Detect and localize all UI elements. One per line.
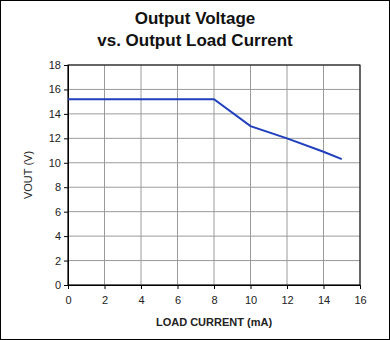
y-tick: 2: [55, 255, 68, 267]
grid-line-x: [177, 65, 178, 285]
grid-line-y: [68, 138, 360, 139]
grid-line-x: [287, 65, 288, 285]
x-tick: 12: [281, 285, 293, 306]
grid-line-x: [104, 65, 105, 285]
y-tick-mark: [64, 89, 68, 90]
y-tick-mark: [64, 114, 68, 115]
x-tick-mark: [105, 285, 106, 289]
y-tick-label: 4: [55, 230, 61, 242]
y-tick-label: 18: [49, 59, 61, 71]
title: Output Voltage: [135, 9, 256, 28]
y-tick: 16: [49, 83, 68, 95]
x-tick-mark: [178, 285, 179, 289]
y-tick: 6: [55, 206, 68, 218]
y-tick-label: 2: [55, 255, 61, 267]
subtitle: vs. Output Load Current: [97, 31, 293, 50]
y-tick: 12: [49, 132, 68, 144]
y-tick-mark: [64, 138, 68, 139]
y-tick: 8: [55, 181, 68, 193]
y-tick-label: 10: [49, 157, 61, 169]
y-tick-mark: [64, 212, 68, 213]
x-axis-line: [69, 286, 361, 290]
y-tick: 4: [55, 230, 68, 242]
data-line: [68, 99, 342, 159]
grid-line-y: [68, 211, 360, 212]
y-axis: 0 2 4 6 8 10 12 14 16 18: [49, 59, 69, 291]
y-tick: 14: [49, 108, 68, 120]
x-tick-label: 12: [281, 294, 293, 306]
y-tick-mark: [64, 236, 68, 237]
grid-line-x: [323, 65, 324, 285]
x-tick-mark: [141, 285, 142, 289]
y-tick-label: 0: [55, 279, 61, 291]
x-tick: 4: [138, 285, 144, 306]
x-tick-mark: [214, 285, 215, 289]
grid-line-y: [68, 187, 360, 188]
x-tick-label: 6: [175, 294, 181, 306]
y-tick-label: 12: [49, 132, 61, 144]
grid-line-x: [250, 65, 251, 285]
y-tick: 10: [49, 157, 68, 169]
y-tick-mark: [64, 187, 68, 188]
plot: 0 2 4 6 8 10 12 14 16 0 2 4 6 8 10 12 14 16 18: [49, 59, 367, 306]
x-tick-mark: [287, 285, 288, 289]
x-tick: 14: [318, 285, 330, 306]
y-axis-title: VOUT (V): [22, 151, 34, 199]
y-tick-mark: [64, 163, 68, 164]
x-tick: 0: [65, 285, 71, 306]
chart: Output Voltage vs. Output Load Current 0 2 4…: [0, 0, 390, 340]
y-tick-mark: [64, 285, 68, 286]
x-tick-label: 8: [211, 294, 217, 306]
x-axis: 0 2 4 6 8 10 12 14 16: [65, 285, 366, 306]
background: [1, 1, 390, 340]
grid: [68, 65, 360, 285]
grid-line-y: [68, 162, 360, 163]
y-tick-label: 16: [49, 83, 61, 95]
grid-line-y: [68, 260, 360, 261]
x-tick: 2: [102, 285, 108, 306]
grid-line-y: [68, 89, 360, 90]
x-tick: 10: [245, 285, 257, 306]
x-tick: 16: [354, 285, 366, 306]
grid-line-x: [141, 65, 142, 285]
x-tick: 6: [175, 285, 181, 306]
x-tick-label: 16: [354, 294, 366, 306]
grid-line-y: [68, 113, 360, 114]
y-tick-label: 6: [55, 206, 61, 218]
x-tick-mark: [251, 285, 252, 289]
x-tick-label: 0: [65, 294, 71, 306]
x-axis-title: LOAD CURRENT (mA): [156, 316, 272, 328]
x-tick: 8: [211, 285, 217, 306]
y-tick: 18: [49, 59, 68, 71]
y-tick-label: 8: [55, 181, 61, 193]
plot-frame: [68, 65, 360, 285]
x-tick-label: 10: [245, 294, 257, 306]
y-tick-mark: [64, 261, 68, 262]
x-tick-label: 14: [318, 294, 330, 306]
series: [68, 99, 342, 159]
x-tick-mark: [360, 285, 361, 289]
grid-line-x: [214, 65, 215, 285]
y-tick: 0: [55, 279, 68, 291]
x-tick-label: 2: [102, 294, 108, 306]
y-tick-label: 14: [49, 108, 61, 120]
grid-line-y: [68, 236, 360, 237]
x-tick-mark: [324, 285, 325, 289]
x-tick-label: 4: [138, 294, 144, 306]
y-tick-mark: [64, 65, 68, 66]
